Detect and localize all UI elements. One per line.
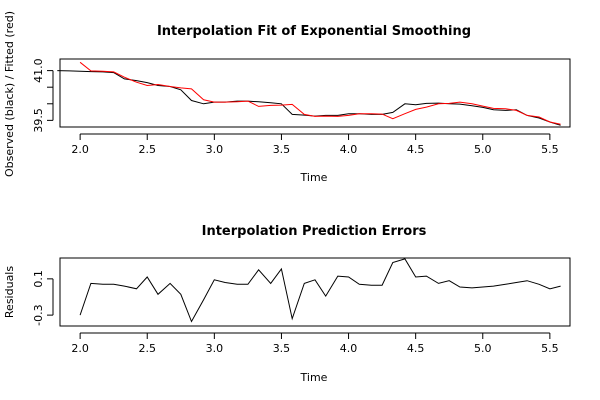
errors-x-tick-label: 2.0 [71,342,89,355]
errors-y-tick-label: 0.1 [32,270,45,288]
fit-y-tick-label: 39.5 [32,108,45,132]
fit-chart-title: Interpolation Fit of Exponential Smoothi… [157,24,471,39]
fit-plot-frame [59,58,571,128]
fit-x-tick-label: 4.5 [407,143,425,156]
fit-x-axis-label: Time [300,171,328,184]
errors-series-residuals [79,258,561,323]
fit-x-tick-label: 5.0 [474,143,492,156]
errors-x-tick-label: 4.5 [407,342,425,355]
errors-plot-frame [59,257,571,327]
errors-x-axis-label: Time [300,371,328,384]
fit-x-tick-label: 2.0 [71,143,89,156]
errors-x-tick-label: 4.0 [340,342,358,355]
errors-y-axis-label: Residuals [3,266,16,318]
errors-panel: Interpolation Prediction Errors Time Res… [3,224,571,384]
errors-x-tick-label: 5.5 [541,342,559,355]
fit-x-tick-label: 2.5 [138,143,156,156]
fit-series-observed [57,70,561,126]
fit-x-tick-label: 3.0 [206,143,224,156]
fit-y-axis-label: Observed (black) / Fitted (red) [3,11,16,177]
fit-panel: Interpolation Fit of Exponential Smoothi… [3,11,571,184]
errors-chart-title: Interpolation Prediction Errors [202,224,427,239]
errors-x-tick-label: 5.0 [474,342,492,355]
fit-series-fitted [79,61,561,125]
fit-x-tick-label: 5.5 [541,143,559,156]
fit-y-tick-label: 41.0 [32,58,45,83]
errors-x-tick-label: 3.0 [206,342,224,355]
errors-x-tick-label: 3.5 [273,342,291,355]
errors-y-tick-label: -0.3 [32,304,45,325]
fit-x-tick-label: 4.0 [340,143,358,156]
errors-x-tick-label: 2.5 [138,342,156,355]
fit-x-tick-label: 3.5 [273,143,291,156]
